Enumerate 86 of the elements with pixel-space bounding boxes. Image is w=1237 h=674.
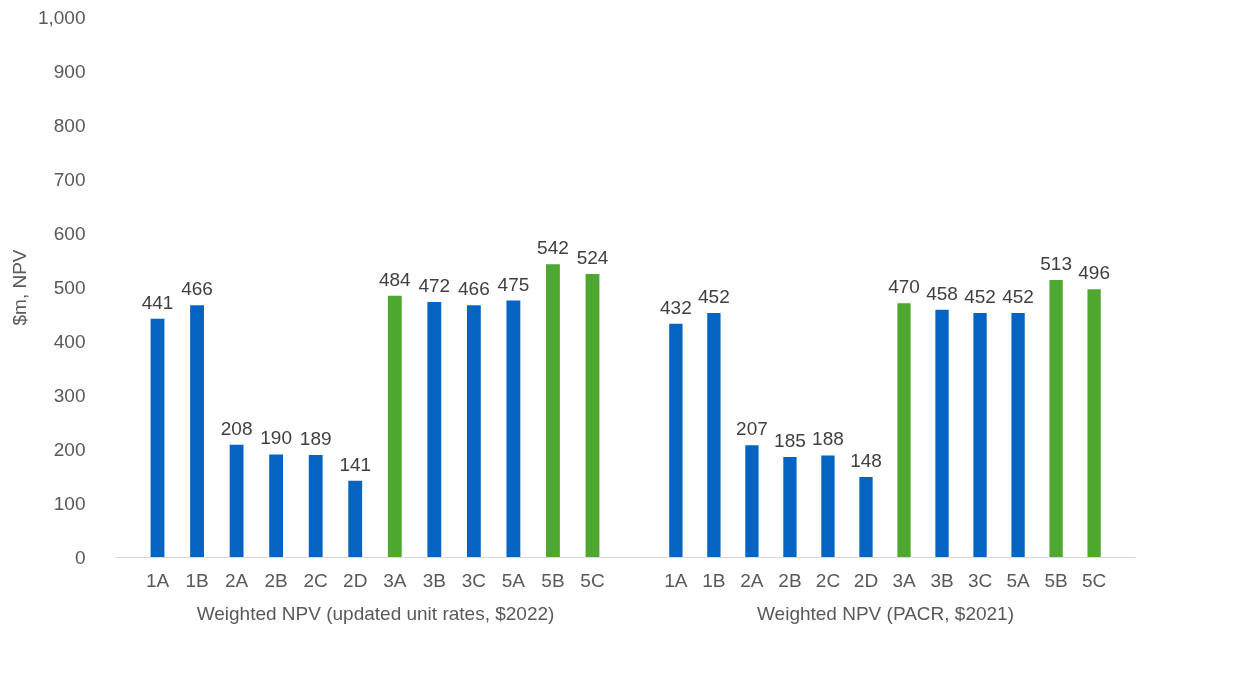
bar [348, 480, 363, 557]
data-label: 475 [497, 273, 530, 295]
x-tick-label: 2D [343, 569, 368, 591]
data-label: 496 [1078, 262, 1110, 284]
data-label: 466 [181, 278, 213, 300]
y-tick-label: 1,000 [37, 6, 86, 28]
data-label: 188 [812, 428, 844, 450]
data-label: 542 [537, 237, 569, 259]
y-tick-label: 0 [74, 546, 86, 568]
data-label: 148 [850, 450, 882, 472]
data-label: 524 [576, 247, 609, 269]
data-label: 452 [1002, 285, 1034, 307]
y-tick-label: 300 [53, 384, 86, 406]
bar [308, 454, 323, 557]
bar [466, 305, 481, 557]
x-tick-label: 5C [580, 569, 605, 591]
bar [821, 455, 835, 557]
data-label: 185 [774, 430, 806, 452]
bar [973, 312, 987, 557]
data-label: 141 [339, 453, 372, 475]
data-label: 513 [1040, 252, 1072, 274]
bar [707, 312, 721, 557]
x-tick-label: 3C [461, 569, 487, 591]
data-label: 466 [458, 278, 490, 300]
y-tick-label: 800 [53, 114, 86, 136]
x-tick-label: 2B [264, 569, 288, 591]
data-label: 207 [736, 418, 768, 440]
bar [745, 445, 759, 557]
bar [859, 477, 873, 557]
y-tick-label: 900 [53, 60, 86, 82]
data-label: 189 [299, 427, 332, 449]
x-tick-label: 3B [422, 569, 446, 591]
data-label: 470 [888, 276, 920, 298]
bar [150, 318, 165, 557]
x-tick-label: 2B [778, 569, 802, 591]
x-tick-label: 5B [1044, 569, 1068, 591]
y-tick-label: 700 [53, 168, 86, 190]
data-label: 208 [220, 417, 253, 439]
x-tick-label: 2A [224, 569, 249, 591]
bar [669, 323, 683, 557]
x-tick-label: 3A [892, 569, 916, 591]
data-label: 452 [964, 285, 996, 307]
x-tick-label: 2A [740, 569, 764, 591]
x-axis-title: Weighted NPV (PACR, $2021) [757, 602, 1014, 624]
x-tick-label: 1B [702, 569, 726, 591]
y-tick-label: 200 [53, 438, 86, 460]
bar [190, 305, 204, 557]
data-label: 452 [698, 285, 730, 307]
bar [427, 302, 442, 557]
x-tick-label: 5C [1081, 569, 1107, 591]
x-tick-label: 1A [664, 569, 688, 591]
y-tick-label: 100 [53, 492, 86, 514]
data-label: 432 [660, 296, 692, 318]
y-tick-label: 500 [53, 276, 86, 298]
x-tick-label: 3A [383, 569, 407, 591]
bar [783, 457, 797, 557]
data-label: 484 [378, 268, 412, 290]
bar [585, 274, 600, 557]
x-tick-label: 1A [145, 569, 170, 591]
bar [506, 300, 521, 557]
bar [935, 309, 949, 557]
bar [1011, 312, 1025, 557]
x-tick-label: 2C [303, 569, 328, 591]
y-tick-label: 400 [53, 330, 86, 352]
data-label: 190 [260, 427, 292, 449]
x-tick-label: 5A [1006, 569, 1031, 591]
bar [269, 454, 284, 557]
x-tick-label: 5B [541, 569, 565, 591]
data-label: 441 [141, 291, 174, 313]
y-tick-label: 600 [53, 222, 86, 244]
x-tick-label: 3C [967, 569, 993, 591]
x-tick-label: 3B [930, 569, 954, 591]
x-axis-title: Weighted NPV (updated unit rates, $2022) [196, 602, 555, 624]
bar [546, 264, 560, 557]
bar [1087, 289, 1101, 557]
x-tick-label: 1B [185, 569, 209, 591]
x-tick-label: 2D [853, 569, 879, 591]
data-label: 472 [418, 275, 451, 297]
bar [229, 444, 244, 557]
bar [387, 295, 402, 557]
data-label: 458 [926, 282, 958, 304]
bar [1049, 279, 1063, 557]
x-tick-label: 2C [815, 569, 841, 591]
y-axis-title: $m, NPV [8, 249, 30, 326]
x-tick-label: 5A [501, 569, 526, 591]
bar [897, 303, 911, 557]
